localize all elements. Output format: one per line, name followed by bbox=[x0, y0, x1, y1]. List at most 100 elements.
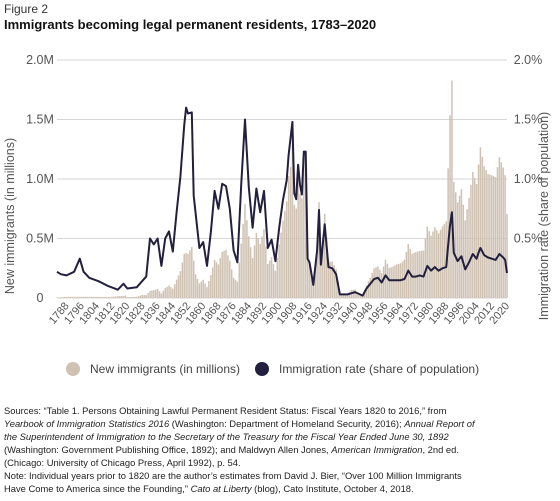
bar bbox=[272, 263, 275, 298]
sources-title: the Superintendent of Immigration to the… bbox=[4, 431, 449, 442]
bar bbox=[432, 231, 434, 298]
bar bbox=[485, 170, 487, 298]
bar bbox=[170, 287, 172, 298]
sources-text: (Washington: Department of Homeland Secu… bbox=[169, 418, 405, 429]
bar bbox=[183, 253, 185, 298]
bar bbox=[475, 184, 478, 298]
bar bbox=[232, 277, 235, 298]
sources-text: Sources: “Table 1. Persons Obtaining Law… bbox=[4, 405, 447, 416]
bar bbox=[346, 293, 349, 298]
bar bbox=[456, 202, 459, 298]
bar bbox=[192, 260, 195, 298]
bar bbox=[502, 167, 504, 298]
bar bbox=[329, 261, 332, 298]
bar bbox=[130, 296, 132, 298]
bar bbox=[122, 295, 125, 298]
bar bbox=[135, 296, 138, 298]
bar bbox=[496, 167, 499, 298]
sources-title: Annual Report of bbox=[404, 418, 475, 429]
bar bbox=[92, 296, 94, 298]
bar bbox=[149, 290, 151, 298]
bar bbox=[215, 262, 218, 298]
bar bbox=[253, 245, 256, 298]
legend-item-new-immigrants: New immigrants (in millions) bbox=[66, 362, 240, 376]
bar bbox=[177, 275, 180, 298]
legend-label-immigration-rate: Immigration rate (share of population) bbox=[279, 362, 480, 376]
bar bbox=[67, 296, 70, 298]
bar bbox=[314, 265, 316, 298]
bar bbox=[462, 204, 465, 298]
bar bbox=[208, 281, 210, 298]
note-text: Note: Individual years prior to 1820 are… bbox=[4, 470, 462, 481]
bar bbox=[341, 294, 343, 298]
bar bbox=[189, 250, 191, 298]
bar bbox=[498, 157, 501, 298]
bar bbox=[259, 243, 261, 298]
bar bbox=[352, 289, 354, 298]
y-axis-right-label: Immigration rate (share of population) bbox=[537, 112, 551, 320]
bar bbox=[200, 281, 203, 298]
bar bbox=[451, 80, 453, 298]
bar bbox=[428, 231, 430, 298]
bar bbox=[379, 269, 381, 298]
bar bbox=[318, 202, 320, 298]
bar bbox=[236, 281, 239, 298]
bar bbox=[504, 175, 506, 298]
bar bbox=[185, 252, 187, 298]
bar bbox=[299, 193, 301, 298]
bar bbox=[297, 174, 299, 298]
bar bbox=[86, 296, 89, 298]
sources-line: Sources: “Table 1. Persons Obtaining Law… bbox=[4, 404, 556, 417]
sources-text: (Washington: Government Publishing Offic… bbox=[4, 444, 332, 455]
line-series-immigration-rate bbox=[56, 106, 508, 297]
bar bbox=[141, 294, 144, 298]
bar bbox=[126, 297, 129, 298]
bar bbox=[88, 296, 91, 298]
bar bbox=[156, 288, 159, 298]
bar bbox=[481, 156, 484, 298]
bar bbox=[380, 273, 383, 298]
bar bbox=[392, 266, 394, 298]
bar bbox=[132, 296, 134, 298]
bar bbox=[291, 145, 294, 298]
bar bbox=[333, 265, 335, 298]
bar bbox=[500, 162, 503, 298]
bar bbox=[308, 262, 311, 298]
bar bbox=[466, 209, 468, 298]
bar bbox=[124, 295, 127, 298]
bar bbox=[331, 261, 334, 298]
bar bbox=[80, 296, 83, 298]
bar bbox=[322, 237, 324, 298]
bar-series-new-immigrants bbox=[56, 80, 508, 298]
bar bbox=[424, 238, 427, 298]
bar bbox=[268, 260, 271, 298]
bar bbox=[60, 297, 62, 298]
bar bbox=[251, 258, 254, 298]
bar bbox=[304, 153, 307, 298]
bar bbox=[312, 284, 315, 298]
bar bbox=[460, 189, 463, 298]
note-title: Cato at Liberty bbox=[190, 483, 252, 494]
bar bbox=[394, 265, 396, 298]
bar bbox=[151, 290, 153, 298]
bar bbox=[75, 296, 77, 298]
bar bbox=[303, 155, 305, 298]
bar bbox=[274, 270, 277, 298]
bar bbox=[164, 288, 166, 298]
bar bbox=[470, 184, 472, 298]
bar bbox=[284, 211, 286, 298]
bar bbox=[365, 285, 368, 298]
chart-title: Immigrants becoming legal permanent resi… bbox=[4, 17, 377, 32]
bar bbox=[506, 213, 508, 298]
y-tick-label: 1.5M bbox=[26, 113, 54, 127]
bar bbox=[369, 277, 372, 298]
bar bbox=[94, 296, 96, 298]
bar bbox=[113, 296, 115, 298]
bar bbox=[434, 227, 436, 298]
legend-label-new-immigrants: New immigrants (in millions) bbox=[90, 362, 241, 376]
sources-line: (Washington: Government Publishing Offic… bbox=[4, 443, 556, 456]
x-axis-ticks: 1788179618041812182018281836184418521860… bbox=[47, 300, 512, 326]
y2-tick-label: 0.5% bbox=[514, 232, 543, 246]
bar bbox=[118, 296, 121, 298]
bar bbox=[458, 195, 461, 298]
